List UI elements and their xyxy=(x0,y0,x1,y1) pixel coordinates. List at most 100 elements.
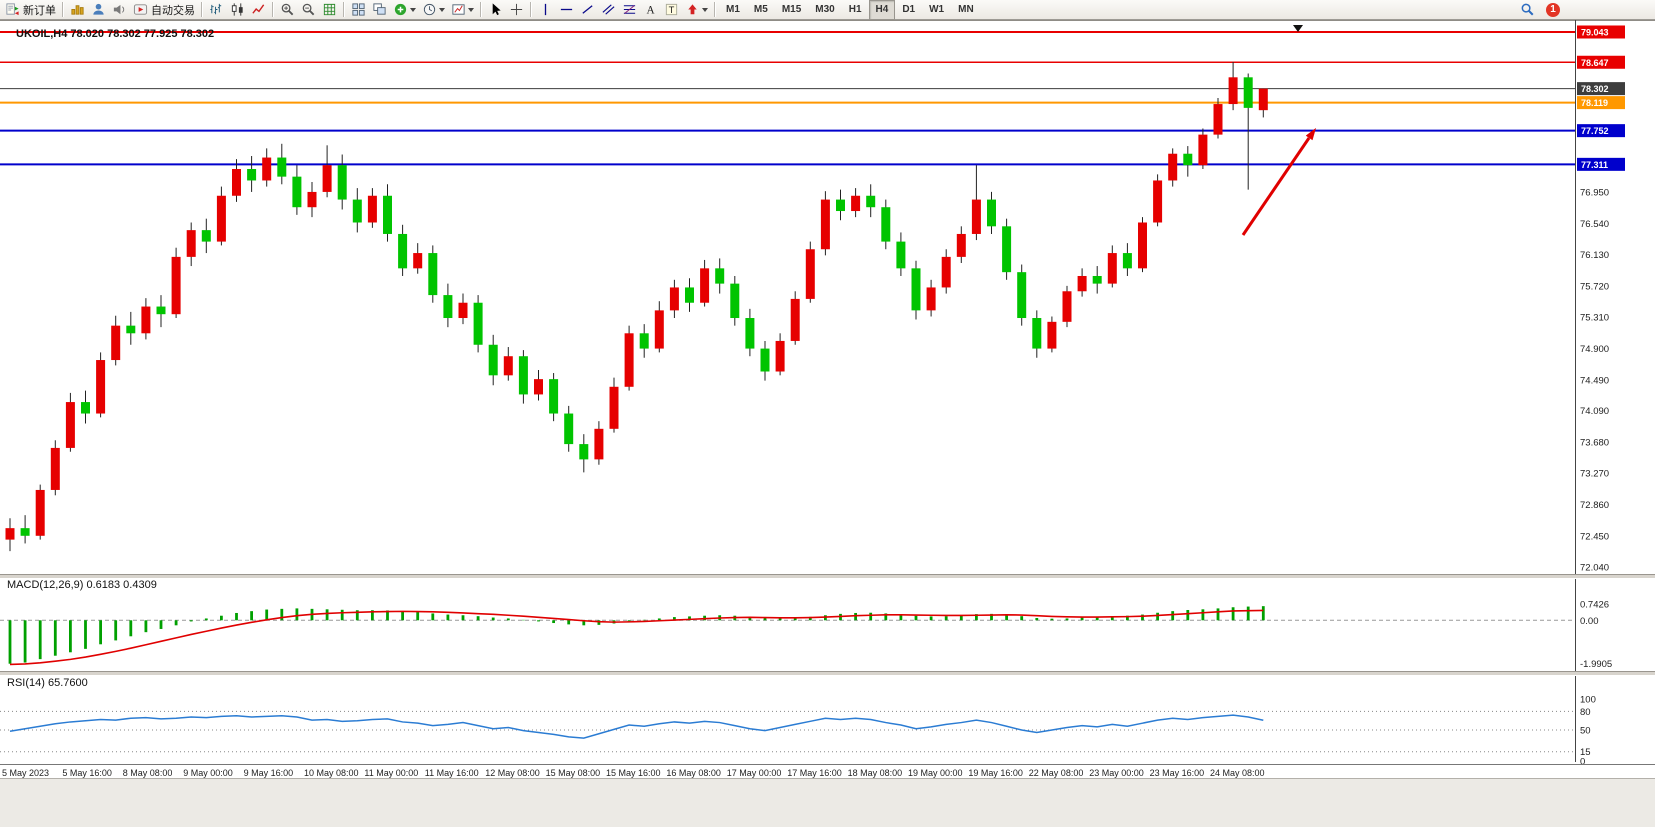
arrow-annotation[interactable] xyxy=(1241,128,1316,236)
text-button[interactable]: A xyxy=(640,0,661,20)
time-axis-label: 11 May 00:00 xyxy=(364,768,418,778)
crosshair-button[interactable] xyxy=(506,0,527,20)
toolbar-separator xyxy=(714,2,716,17)
tf-w1-button[interactable]: W1 xyxy=(922,0,951,20)
zoom-out-icon xyxy=(301,2,316,17)
candle xyxy=(171,247,181,319)
profile-button[interactable] xyxy=(88,0,109,20)
candle xyxy=(941,249,951,294)
time-axis-label: 16 May 08:00 xyxy=(666,768,721,778)
candle xyxy=(1077,268,1087,297)
candle xyxy=(1122,243,1132,276)
time-axis-label: 15 May 16:00 xyxy=(606,768,661,778)
panel-divider-rsi[interactable] xyxy=(0,671,1655,676)
line-chart-button[interactable] xyxy=(248,0,269,20)
candle xyxy=(1243,73,1253,190)
bottom-strip xyxy=(0,778,1655,827)
candle xyxy=(715,258,725,294)
indicators-button[interactable] xyxy=(390,0,419,20)
tile-windows-button[interactable] xyxy=(348,0,369,20)
new-order-button[interactable]: 新订单 xyxy=(2,0,59,20)
dropdown-caret-icon xyxy=(468,7,474,12)
macd-label: MACD(12,26,9) 0.6183 0.4309 xyxy=(7,579,157,591)
candlesticks xyxy=(5,62,1268,552)
chart-generated-layer: 76.950 76.540 76.130 75.720 75.310 74.900 74.4… xyxy=(0,20,1655,778)
candle xyxy=(1062,285,1072,328)
profile-icon xyxy=(91,2,106,17)
alerts-button[interactable] xyxy=(109,0,130,20)
tf-mn-button[interactable]: MN xyxy=(951,0,981,20)
candle xyxy=(669,279,679,319)
clock-icon xyxy=(422,2,437,17)
candle xyxy=(20,515,30,544)
candlestick-chart-button[interactable] xyxy=(227,0,248,20)
candles-icon xyxy=(230,2,245,17)
candle xyxy=(1047,316,1057,353)
candle xyxy=(126,311,136,345)
candle xyxy=(216,186,226,246)
zoom-in-button[interactable] xyxy=(277,0,298,20)
panel-divider-macd[interactable] xyxy=(0,574,1655,579)
candle xyxy=(820,191,830,256)
candle xyxy=(987,191,996,234)
chart-shift-marker-icon[interactable] xyxy=(1293,25,1303,32)
svg-text:79.043: 79.043 xyxy=(1581,27,1609,37)
candle xyxy=(851,188,861,218)
tf-m1-button[interactable]: M1 xyxy=(719,0,747,20)
search-button[interactable] xyxy=(1517,0,1538,20)
candle xyxy=(1138,217,1147,273)
sound-icon xyxy=(112,2,127,17)
autotrading-button[interactable]: 自动交易 xyxy=(130,0,198,20)
autotrade-icon xyxy=(133,2,148,17)
price-tick-label: 76.540 xyxy=(1580,219,1609,230)
rsi-scale-label: 50 xyxy=(1580,726,1591,737)
cascade-windows-button[interactable] xyxy=(369,0,390,20)
channel-button[interactable] xyxy=(598,0,619,20)
tf-d1-button[interactable]: D1 xyxy=(895,0,922,20)
charts-button[interactable] xyxy=(67,0,88,20)
trendline-button[interactable] xyxy=(577,0,598,20)
vertical-line-button[interactable] xyxy=(535,0,556,20)
text-label-button[interactable]: T xyxy=(661,0,682,20)
tf-h1-button[interactable]: H1 xyxy=(842,0,869,20)
chart-canvas[interactable]: 76.950 76.540 76.130 75.720 75.310 74.900 74.4… xyxy=(0,20,1655,778)
notification-badge[interactable]: 1 xyxy=(1546,2,1560,17)
time-axis-label: 5 May 2023 xyxy=(2,768,49,778)
zoom-out-button[interactable] xyxy=(298,0,319,20)
templates-button[interactable] xyxy=(448,0,477,20)
text-a-icon: A xyxy=(643,2,658,17)
candle xyxy=(745,308,755,357)
bar-chart-button[interactable] xyxy=(206,0,227,20)
candle xyxy=(866,184,876,218)
tf-m5-button[interactable]: M5 xyxy=(747,0,775,20)
time-axis-label: 22 May 08:00 xyxy=(1029,768,1084,778)
candle xyxy=(473,295,483,353)
price-tick-label: 74.490 xyxy=(1580,375,1609,386)
time-axis-label: 19 May 00:00 xyxy=(908,768,963,778)
arrows-button[interactable] xyxy=(682,0,711,20)
candle xyxy=(775,333,785,376)
cursor-button[interactable] xyxy=(485,0,506,20)
tf-m5-button-label: M5 xyxy=(753,4,768,15)
candle xyxy=(926,279,936,317)
price-tick-label: 76.130 xyxy=(1580,250,1609,261)
tf-h4-button[interactable]: H4 xyxy=(868,0,896,20)
linechart-icon xyxy=(251,2,266,17)
candle xyxy=(383,184,392,242)
toolbar-separator xyxy=(201,2,203,17)
rsi-scale-label: 80 xyxy=(1580,707,1591,718)
grid-button[interactable] xyxy=(319,0,340,20)
new-order-icon xyxy=(5,2,20,17)
price-tag-78.119: 78.119 xyxy=(1577,96,1625,110)
periods-button[interactable] xyxy=(419,0,448,20)
tf-m15-button[interactable]: M15 xyxy=(775,0,808,20)
candle xyxy=(81,390,90,424)
horizontal-line-button[interactable] xyxy=(556,0,577,20)
svg-text:77.752: 77.752 xyxy=(1581,126,1609,136)
tf-m30-button[interactable]: M30 xyxy=(808,0,841,20)
fibonacci-button[interactable] xyxy=(619,0,640,20)
price-tick-label: 73.680 xyxy=(1580,437,1609,448)
candle xyxy=(1213,97,1223,139)
cascade-icon xyxy=(372,2,387,17)
time-axis-label: 23 May 00:00 xyxy=(1089,768,1144,778)
